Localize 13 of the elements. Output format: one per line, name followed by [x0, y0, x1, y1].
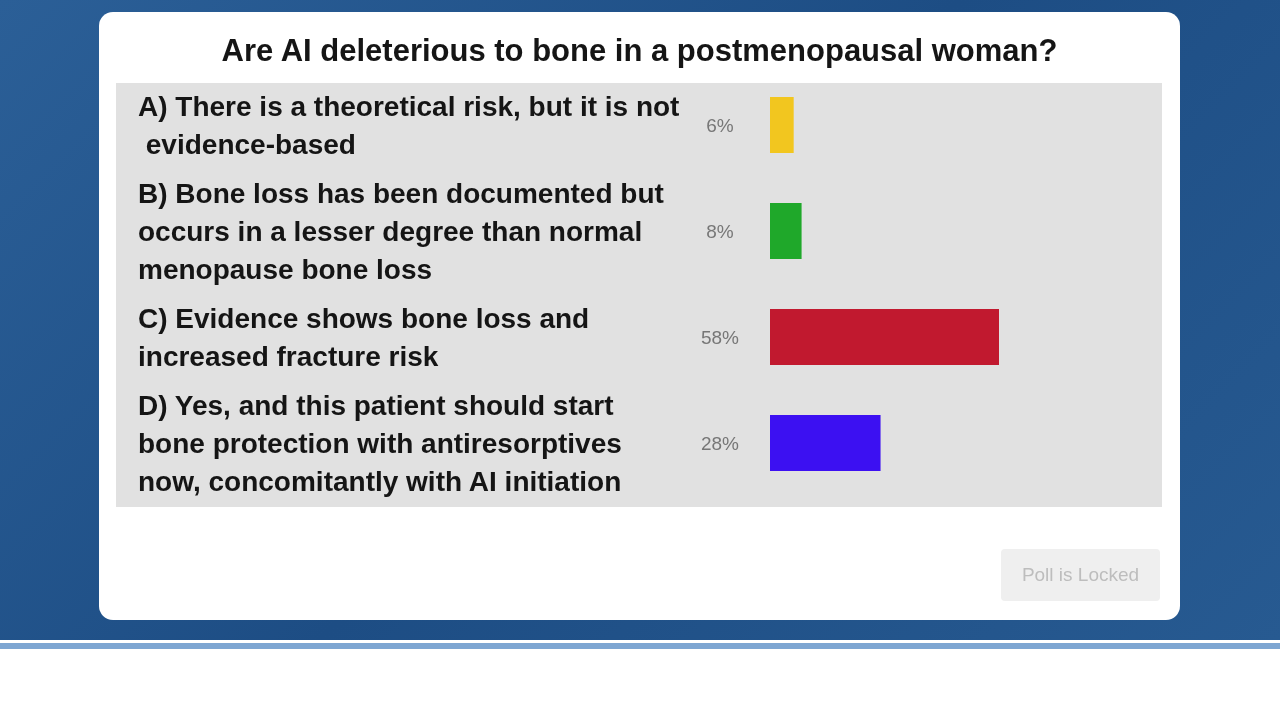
chart-title: Are AI deleterious to bone in a postmenopausal woman?	[221, 33, 1058, 68]
y-tick-label: B) Bone loss has been documented but occurs in a lesser degree than normal menopause bone loss	[138, 177, 672, 285]
bar	[770, 415, 881, 471]
y-tick-label: C) Evidence shows bone loss and increased fracture risk	[138, 302, 597, 372]
data-label: 28%	[700, 432, 740, 454]
bar	[770, 309, 999, 365]
y-tick-label: D) Yes, and this patient should start bone protection with antiresorptives now, concomitantly with AI initiation	[138, 389, 630, 497]
bar	[770, 203, 802, 259]
bar	[770, 97, 794, 153]
data-label: 8%	[706, 220, 734, 242]
data-label: 58%	[700, 326, 740, 348]
y-tick-label: A) There is a theoretical risk, but it is not evidence-based	[138, 90, 680, 160]
data-label: 6%	[706, 114, 734, 136]
